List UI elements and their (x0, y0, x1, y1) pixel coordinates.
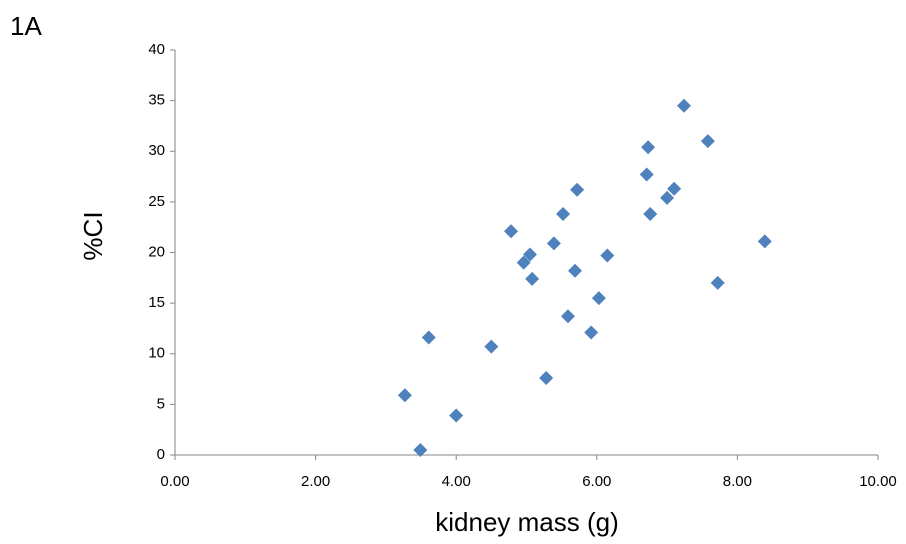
point (546, 236, 561, 251)
point (449, 408, 464, 423)
point (539, 371, 554, 386)
x-tick-label: 8.00 (723, 473, 752, 490)
point (560, 309, 575, 324)
y-tick-label: 35 (148, 92, 165, 109)
y-tick-label: 5 (157, 395, 165, 412)
y-tick-label: 30 (148, 142, 165, 159)
point (660, 190, 675, 205)
x-tick-label: 4.00 (442, 473, 471, 490)
point (676, 98, 691, 113)
y-tick-label: 20 (148, 243, 165, 260)
point (504, 224, 519, 239)
y-tick-label: 40 (148, 41, 165, 58)
point (584, 325, 599, 340)
point (643, 207, 658, 222)
point (568, 263, 583, 278)
x-tick-label: 10.00 (859, 473, 897, 490)
y-axis-title: %CI (78, 211, 108, 260)
y-tick-label: 15 (148, 294, 165, 311)
point (700, 134, 715, 149)
point (484, 339, 499, 354)
point (591, 291, 606, 306)
point (421, 330, 436, 345)
panel-label: 1A (10, 11, 42, 41)
y-tick-label: 10 (148, 345, 165, 362)
point (639, 167, 654, 182)
point (397, 388, 412, 403)
x-tick-label: 2.00 (301, 473, 330, 490)
point (667, 181, 682, 196)
x-tick-label: 0.00 (160, 473, 189, 490)
point (641, 140, 656, 155)
point (525, 271, 540, 286)
x-axis-title: kidney mass (g) (435, 507, 619, 537)
point (523, 247, 538, 262)
point (710, 275, 725, 290)
point (757, 234, 772, 249)
point (570, 182, 585, 197)
point (413, 442, 428, 457)
y-tick-label: 0 (157, 446, 165, 463)
point (600, 248, 615, 263)
y-tick-label: 25 (148, 193, 165, 210)
point (516, 255, 531, 270)
x-tick-label: 6.00 (582, 473, 611, 490)
point (556, 207, 571, 222)
